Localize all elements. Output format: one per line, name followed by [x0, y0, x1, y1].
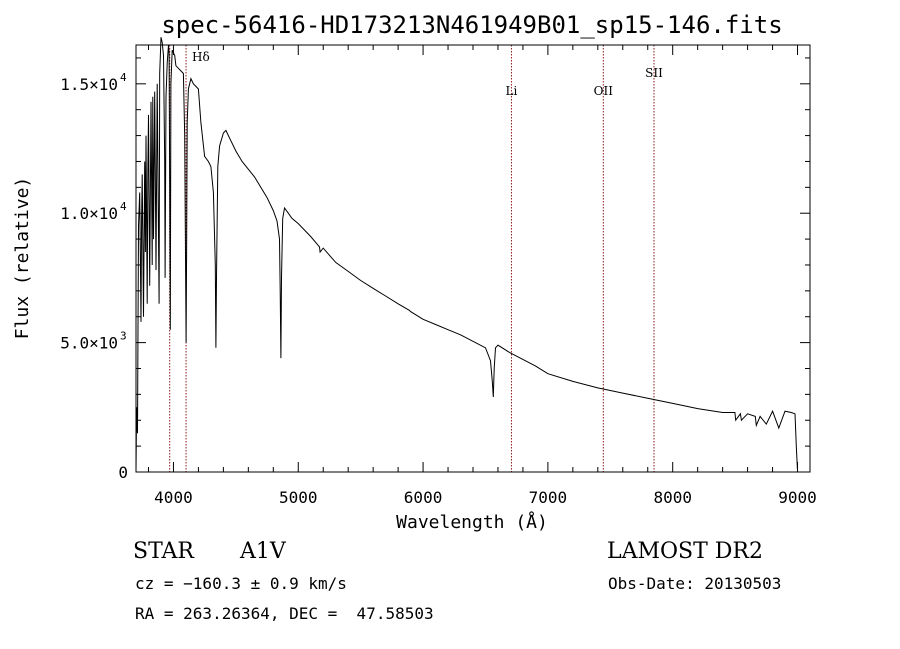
- y-axis-label: Flux (relative): [12, 177, 33, 340]
- x-tick-label-5: 9000: [778, 488, 817, 507]
- marker-label-3: OII: [594, 84, 614, 98]
- y-tick-label-0: 0: [118, 463, 128, 482]
- marker-label-1: Hδ: [192, 50, 210, 64]
- observation-date: Obs-Date: 20130503: [608, 574, 782, 593]
- y-axis-ticks: 05.0×10 31.0×10 41.5×10 4: [60, 57, 810, 482]
- spectral-line-markers: Hδ Li OII SII: [169, 45, 663, 472]
- chart-title: spec-56416-HD173213N461949B01_sp15-146.f…: [161, 11, 782, 39]
- y-tick-exponent-1: 3: [120, 330, 127, 343]
- y-tick-label-3: 1.5×10: [60, 75, 118, 94]
- plot-frame: [135, 44, 811, 473]
- x-axis-ticks: 4000 5000 6000 7000 8000 9000: [147, 45, 817, 507]
- coordinates: RA = 263.26364, DEC = 47.58503: [135, 604, 434, 623]
- x-axis-label: Wavelength (Å): [396, 511, 548, 533]
- x-tick-label-3: 7000: [529, 488, 568, 507]
- spectral-class: A1V: [240, 539, 286, 564]
- x-tick-label-1: 5000: [279, 488, 318, 507]
- object-type: STAR: [133, 539, 194, 564]
- marker-label-2: Li: [506, 84, 518, 98]
- y-tick-label-1: 5.0×10: [60, 334, 118, 353]
- x-tick-label-2: 6000: [404, 488, 443, 507]
- y-tick-exponent-3: 4: [120, 71, 127, 84]
- survey-name: LAMOST DR2: [607, 539, 763, 564]
- y-tick-exponent-2: 4: [120, 200, 127, 213]
- marker-label-4: SII: [645, 66, 663, 80]
- redshift-cz: cz = −160.3 ± 0.9 km/s: [135, 574, 347, 593]
- spectrum-line: [135, 37, 798, 473]
- y-tick-label-2: 1.0×10: [60, 204, 118, 223]
- x-tick-label-4: 8000: [653, 488, 692, 507]
- x-tick-label-0: 4000: [154, 488, 193, 507]
